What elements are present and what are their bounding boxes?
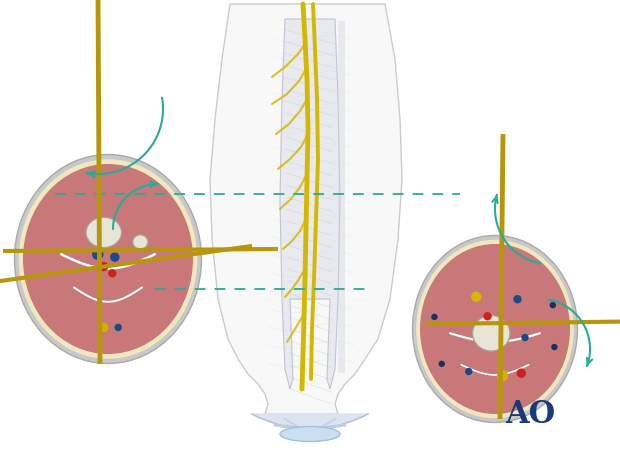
Ellipse shape	[472, 316, 510, 351]
Ellipse shape	[19, 160, 197, 359]
Circle shape	[522, 335, 528, 341]
Circle shape	[497, 371, 508, 381]
Ellipse shape	[280, 426, 340, 442]
Circle shape	[100, 324, 108, 332]
Circle shape	[93, 250, 103, 260]
Ellipse shape	[14, 155, 201, 364]
Ellipse shape	[133, 235, 148, 250]
Circle shape	[111, 253, 119, 262]
Polygon shape	[252, 414, 368, 428]
Circle shape	[517, 369, 525, 377]
Circle shape	[484, 313, 491, 320]
Ellipse shape	[86, 218, 122, 248]
Circle shape	[514, 296, 521, 303]
Ellipse shape	[420, 245, 570, 414]
Circle shape	[100, 263, 108, 271]
Ellipse shape	[23, 165, 193, 354]
Circle shape	[472, 292, 480, 302]
Circle shape	[552, 345, 557, 350]
Circle shape	[108, 270, 116, 277]
Circle shape	[432, 315, 437, 320]
Ellipse shape	[412, 236, 577, 423]
Circle shape	[466, 369, 472, 375]
Circle shape	[439, 362, 445, 367]
Circle shape	[115, 325, 121, 330]
Circle shape	[551, 303, 556, 308]
Text: AO: AO	[505, 398, 555, 430]
Polygon shape	[280, 20, 340, 389]
Ellipse shape	[416, 240, 574, 418]
Polygon shape	[210, 5, 402, 414]
